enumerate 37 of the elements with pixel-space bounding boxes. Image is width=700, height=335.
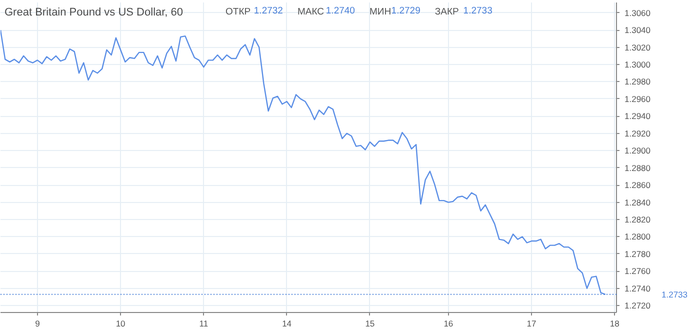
annotation: 1.2729: [391, 6, 420, 16]
y-tick-label: 1.2800: [624, 232, 651, 242]
y-tick-label: 1.2780: [624, 248, 651, 259]
y-tick-label: 1.3060: [624, 8, 651, 18]
ref-line-label: 1.2733: [662, 289, 688, 300]
y-tick-label: 1.2920: [624, 128, 651, 138]
annotation: 1.2740: [326, 6, 355, 16]
y-tick-label: 1.2820: [624, 214, 651, 224]
y-tick-label: 1.2840: [624, 197, 651, 208]
y-tick-label: 1.2900: [624, 146, 651, 156]
y-tick-label: 1.2980: [624, 76, 651, 87]
x-tick-label: 11: [199, 318, 208, 328]
y-tick-label: 1.2960: [624, 94, 651, 104]
y-tick-label: 1.2860: [624, 180, 651, 190]
annotation: МАКС: [298, 6, 324, 18]
x-tick-label: 10: [116, 318, 126, 328]
y-tick-label: 1.2880: [624, 162, 651, 173]
x-tick-label: 14: [282, 318, 292, 328]
y-tick-label: 1.3000: [624, 60, 651, 70]
annotation: 1.2733: [463, 6, 492, 16]
x-tick-label: 9: [35, 318, 40, 328]
y-tick-label: 1.2740: [624, 283, 651, 294]
annotation: МИН: [370, 6, 392, 18]
annotation: ЗАКР: [434, 6, 459, 18]
annotation: ОТКР: [226, 6, 251, 18]
y-tick-label: 1.2760: [624, 266, 651, 276]
y-tick-label: 1.3020: [624, 42, 651, 52]
x-tick-label: 17: [526, 318, 537, 328]
x-tick-label: 18: [610, 318, 620, 328]
annotation: 1.2732: [254, 6, 283, 16]
chart-title: Great Britain Pound vs US Dollar, 60: [4, 6, 184, 18]
x-tick-label: 15: [365, 318, 375, 328]
x-tick-label: 16: [444, 318, 454, 328]
line-series: [0, 29, 606, 296]
y-tick-label: 1.3040: [624, 25, 651, 36]
y-tick-label: 1.2720: [624, 300, 651, 311]
y-tick-label: 1.2940: [624, 111, 651, 122]
